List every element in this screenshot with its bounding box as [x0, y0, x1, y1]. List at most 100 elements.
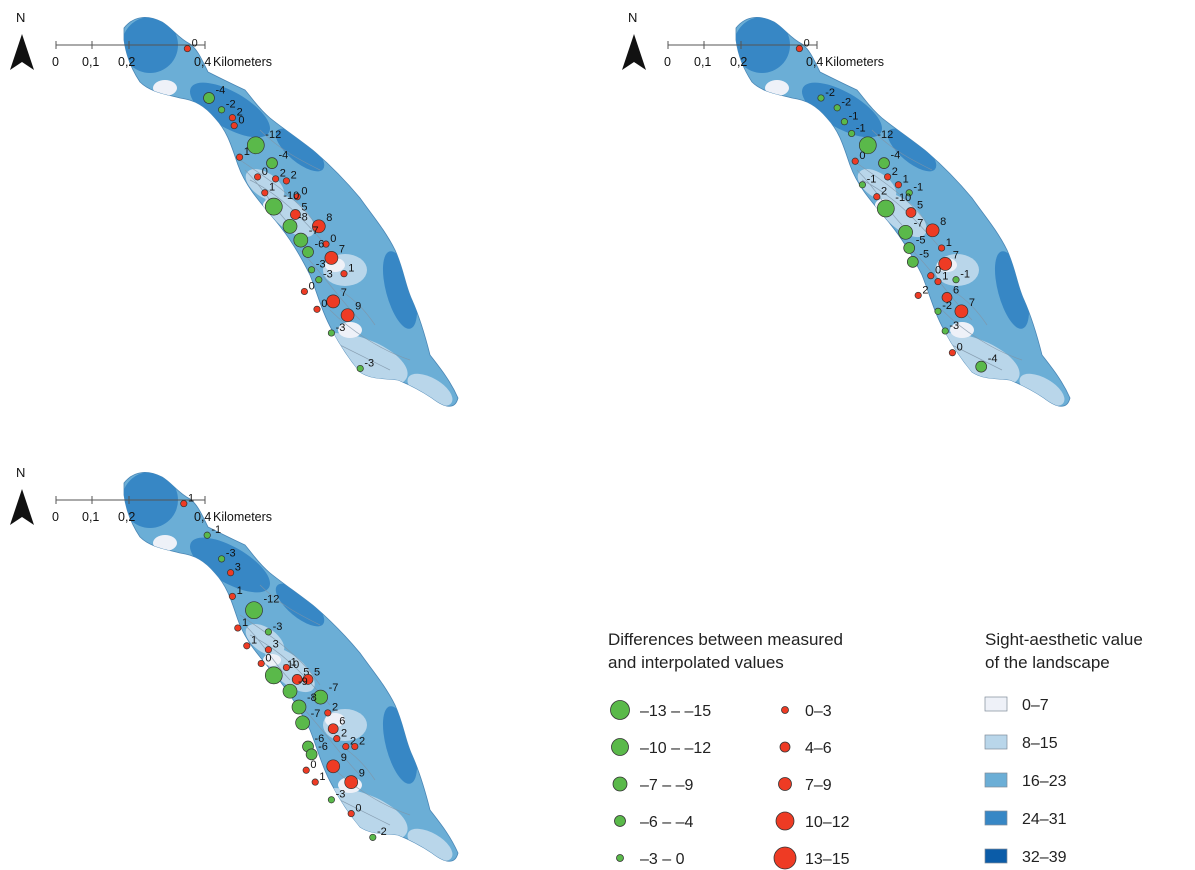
legend-class-label: –13 – –15 — [640, 703, 711, 720]
sample-point-label: 0 — [309, 280, 315, 292]
sample-point-label: 2 — [350, 735, 356, 747]
sample-point-marker — [340, 270, 348, 278]
sample-point-marker — [266, 157, 278, 169]
map-panel-b: N 0 0,1 0,2 0,4 Kilometers 0-2-2-1-1-120… — [622, 10, 1070, 413]
sample-point-marker — [326, 294, 341, 309]
sample-point-label: 1 — [903, 174, 909, 186]
sample-point-label: 3 — [273, 639, 279, 651]
sample-point-marker — [858, 181, 866, 189]
sample-point-label: 5 — [303, 666, 309, 678]
sample-point-marker — [795, 45, 803, 53]
scale-unit: Kilometers — [213, 55, 272, 69]
sample-point-label: 5 — [917, 200, 923, 212]
sample-point-label: -3 — [364, 357, 374, 369]
scale-tick-label: 0,1 — [82, 510, 99, 524]
sample-point-marker — [245, 601, 263, 620]
sample-point-label: 1 — [244, 146, 250, 158]
legend-color-swatch — [984, 772, 1008, 788]
sample-point-label: 2 — [881, 186, 887, 198]
scale-unit: Kilometers — [213, 510, 272, 524]
legend-color-swatch — [984, 810, 1008, 826]
sample-point-marker — [264, 628, 272, 636]
legend-circle-marker — [610, 700, 630, 720]
sample-point-marker — [254, 173, 262, 181]
sample-point-marker — [203, 92, 215, 104]
sample-point-marker — [851, 157, 859, 165]
sample-point-label: 6 — [339, 716, 345, 728]
legend-class-label: –6 – –4 — [640, 814, 693, 831]
sample-point-label: -7 — [309, 225, 319, 237]
sample-point-marker — [234, 624, 242, 632]
legend-color-swatch — [984, 696, 1008, 712]
sample-point-label: 8 — [940, 216, 946, 228]
sample-point-label: 1 — [348, 263, 354, 275]
sample-point-label: 2 — [237, 107, 243, 119]
sample-point-label: -8 — [307, 692, 317, 704]
sample-point-label: -7 — [914, 217, 924, 229]
landscape-map — [122, 17, 458, 413]
sample-point-label: -2 — [942, 300, 952, 312]
scale-tick-label: 0,4 — [194, 55, 211, 69]
sample-point-marker — [218, 555, 226, 563]
legend-sight-classes: 0–7 8–15 16–23 24–31 32–39 — [984, 696, 1067, 866]
sample-point-label: -2 — [825, 87, 835, 99]
sample-point-marker — [340, 308, 355, 323]
north-arrow: N — [10, 10, 34, 70]
sample-point-marker — [180, 500, 188, 508]
sample-point-label: -10 — [895, 192, 911, 204]
sample-point-marker — [291, 699, 307, 715]
sample-point-marker — [228, 114, 236, 122]
sample-point-marker — [948, 349, 956, 357]
legend-sight-title-line2: of the landscape — [985, 653, 1110, 672]
sample-point-marker — [264, 646, 272, 654]
sample-point-label: -10 — [283, 190, 299, 202]
sample-point-label: -3 — [316, 259, 326, 271]
sample-point-label: -6 — [315, 239, 325, 251]
sample-point-label: 2 — [332, 702, 338, 714]
sample-point-marker — [324, 251, 339, 265]
sample-point-marker — [351, 742, 359, 751]
legend-color-swatch — [984, 734, 1008, 750]
north-arrow: N — [10, 465, 34, 525]
sample-point-marker — [218, 106, 226, 114]
sample-point-label: -3 — [336, 322, 346, 334]
legend-circle-marker — [612, 776, 628, 792]
sample-point-label: 2 — [280, 168, 286, 180]
sample-point-marker — [333, 735, 341, 743]
sample-point-label: -2 — [841, 97, 851, 109]
north-arrow: N — [622, 10, 646, 70]
sample-point-marker — [313, 305, 321, 313]
sample-point-label: 1 — [251, 635, 257, 647]
sample-point-marker — [848, 129, 856, 138]
sample-point-marker — [356, 364, 364, 373]
sample-point-marker — [894, 181, 902, 189]
sample-point-marker — [246, 136, 265, 155]
legend-class-label: 0–3 — [805, 703, 832, 720]
legend-differences-title-line2: and interpolated values — [608, 653, 784, 672]
sample-point-label: 1 — [188, 492, 194, 504]
sample-point-marker — [315, 276, 323, 284]
sample-point-marker — [203, 531, 211, 539]
sample-point-marker — [243, 642, 251, 650]
sample-point-label: 1 — [291, 656, 297, 668]
north-label: N — [16, 10, 25, 25]
sample-point-marker — [347, 810, 355, 818]
sample-point-label: -3 — [226, 548, 236, 560]
sample-point-marker — [905, 207, 917, 218]
legend-class-label: 8–15 — [1022, 735, 1058, 752]
sample-point-marker — [898, 224, 913, 240]
legend-circle-marker — [781, 706, 789, 714]
sample-point-marker — [302, 246, 314, 258]
legend-circle-marker — [614, 815, 626, 827]
sample-point-label: 9 — [341, 752, 347, 764]
sample-point-marker — [878, 157, 890, 169]
sample-point-marker — [914, 291, 922, 299]
sample-point-marker — [293, 193, 301, 201]
sample-point-marker — [905, 189, 913, 197]
sample-point-marker — [941, 292, 953, 303]
legend-class-label: 4–6 — [805, 740, 832, 757]
sample-point-marker — [261, 189, 269, 197]
scale-tick-label: 0,2 — [730, 55, 747, 69]
scale-tick-label: 0 — [664, 55, 671, 69]
sample-point-marker — [311, 219, 326, 234]
